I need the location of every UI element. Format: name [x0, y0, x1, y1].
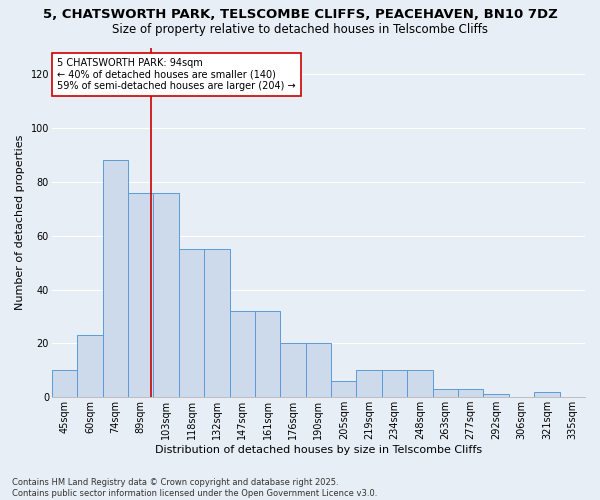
Bar — [230, 311, 255, 397]
Bar — [382, 370, 407, 397]
Text: Size of property relative to detached houses in Telscombe Cliffs: Size of property relative to detached ho… — [112, 22, 488, 36]
Text: Contains HM Land Registry data © Crown copyright and database right 2025.
Contai: Contains HM Land Registry data © Crown c… — [12, 478, 377, 498]
Bar — [331, 381, 356, 397]
Y-axis label: Number of detached properties: Number of detached properties — [15, 134, 25, 310]
Bar — [128, 192, 154, 397]
Bar — [484, 394, 509, 397]
Bar — [103, 160, 128, 397]
Bar — [458, 389, 484, 397]
Bar — [255, 311, 280, 397]
Bar — [433, 389, 458, 397]
Bar — [77, 336, 103, 397]
Bar — [204, 249, 230, 397]
Bar — [52, 370, 77, 397]
Bar — [154, 192, 179, 397]
Text: 5, CHATSWORTH PARK, TELSCOMBE CLIFFS, PEACEHAVEN, BN10 7DZ: 5, CHATSWORTH PARK, TELSCOMBE CLIFFS, PE… — [43, 8, 557, 20]
Bar — [534, 392, 560, 397]
Bar — [306, 344, 331, 397]
Bar — [280, 344, 306, 397]
Bar — [179, 249, 204, 397]
Text: 5 CHATSWORTH PARK: 94sqm
← 40% of detached houses are smaller (140)
59% of semi-: 5 CHATSWORTH PARK: 94sqm ← 40% of detach… — [57, 58, 296, 91]
Bar — [407, 370, 433, 397]
X-axis label: Distribution of detached houses by size in Telscombe Cliffs: Distribution of detached houses by size … — [155, 445, 482, 455]
Bar — [356, 370, 382, 397]
